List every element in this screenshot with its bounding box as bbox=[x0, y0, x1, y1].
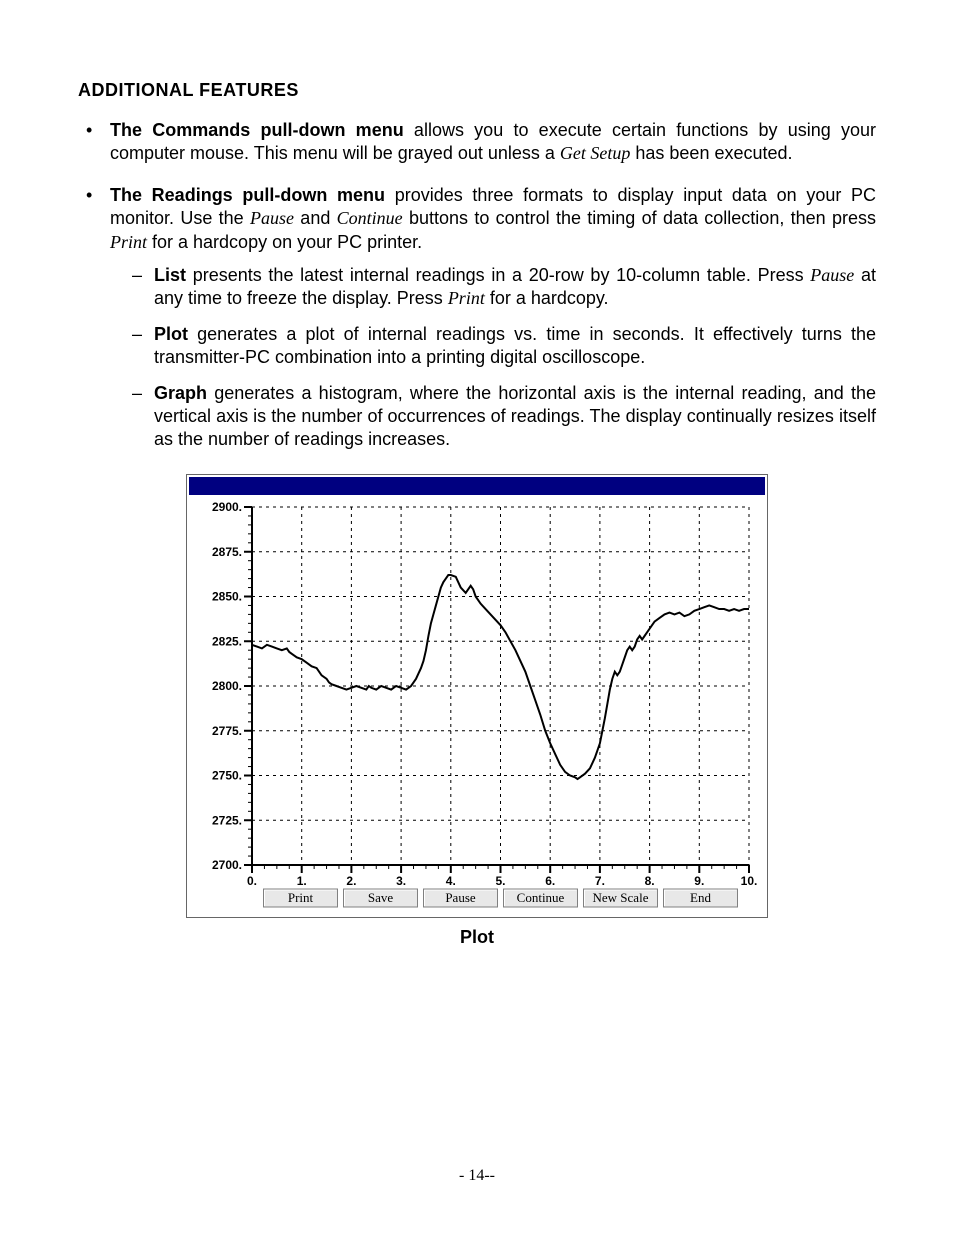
section-heading: ADDITIONAL FEATURES bbox=[78, 80, 876, 101]
svg-text:5.: 5. bbox=[495, 874, 505, 888]
save-button[interactable]: Save bbox=[344, 889, 418, 907]
svg-text:2750.: 2750. bbox=[212, 768, 242, 782]
new-scale-button[interactable]: New Scale bbox=[584, 889, 658, 907]
svg-text:2875.: 2875. bbox=[212, 544, 242, 558]
text: and bbox=[294, 208, 337, 228]
svg-text:New Scale: New Scale bbox=[593, 890, 649, 905]
continue-button[interactable]: Continue bbox=[504, 889, 578, 907]
italic-term: Get Setup bbox=[560, 143, 630, 163]
italic-term: Continue bbox=[337, 208, 403, 228]
sub-item-list: List presents the latest internal readin… bbox=[132, 264, 876, 311]
svg-text:Save: Save bbox=[368, 890, 394, 905]
text: has been executed. bbox=[630, 143, 792, 163]
svg-text:2800.: 2800. bbox=[212, 679, 242, 693]
svg-text:2900.: 2900. bbox=[212, 500, 242, 514]
italic-term: Pause bbox=[250, 208, 294, 228]
text: generates a plot of internal readings vs… bbox=[154, 324, 876, 367]
end-button[interactable]: End bbox=[664, 889, 738, 907]
svg-text:1.: 1. bbox=[297, 874, 307, 888]
plot-window: 2700. 2725. 2750. 2775. 2800. 2825. 2850. 2875.… bbox=[186, 474, 768, 918]
italic-term: Print bbox=[448, 288, 485, 308]
figure-caption: Plot bbox=[78, 927, 876, 948]
text: buttons to control the timing of data co… bbox=[403, 208, 876, 228]
svg-text:2700.: 2700. bbox=[212, 858, 242, 872]
page-number: - 14-- bbox=[0, 1167, 954, 1185]
svg-text:2825.: 2825. bbox=[212, 634, 242, 648]
svg-text:8.: 8. bbox=[645, 874, 655, 888]
svg-text:9.: 9. bbox=[694, 874, 704, 888]
svg-text:2775.: 2775. bbox=[212, 723, 242, 737]
text: for a hardcopy. bbox=[485, 288, 609, 308]
sub-lead: Plot bbox=[154, 324, 188, 344]
feature-lead: The Readings pull-down menu bbox=[110, 185, 385, 205]
sub-item-graph: Graph generates a histogram, where the h… bbox=[132, 382, 876, 452]
svg-text:0.: 0. bbox=[247, 874, 257, 888]
feature-lead: The Commands pull-down menu bbox=[110, 120, 404, 140]
titlebar bbox=[189, 477, 765, 495]
sub-item-plot: Plot generates a plot of internal readin… bbox=[132, 323, 876, 370]
print-button[interactable]: Print bbox=[264, 889, 338, 907]
svg-text:2725.: 2725. bbox=[212, 813, 242, 827]
sub-lead: Graph bbox=[154, 383, 207, 403]
sub-lead: List bbox=[154, 265, 186, 285]
svg-text:10.: 10. bbox=[741, 874, 758, 888]
plot-figure: 2700. 2725. 2750. 2775. 2800. 2825. 2850. 2875.… bbox=[78, 474, 876, 948]
svg-text:2850.: 2850. bbox=[212, 589, 242, 603]
pause-button[interactable]: Pause bbox=[424, 889, 498, 907]
feature-item-readings: The Readings pull-down menu provides thr… bbox=[78, 184, 876, 452]
text: for a hardcopy on your PC printer. bbox=[147, 232, 422, 252]
svg-text:End: End bbox=[690, 890, 711, 905]
svg-text:2.: 2. bbox=[346, 874, 356, 888]
italic-term: Pause bbox=[810, 265, 854, 285]
svg-text:Continue: Continue bbox=[517, 890, 565, 905]
text: generates a histogram, where the horizon… bbox=[154, 383, 876, 450]
italic-term: Print bbox=[110, 232, 147, 252]
feature-item-commands: The Commands pull-down menu allows you t… bbox=[78, 119, 876, 166]
text: presents the latest internal readings in… bbox=[186, 265, 810, 285]
readings-sublist: List presents the latest internal readin… bbox=[132, 264, 876, 452]
svg-text:Pause: Pause bbox=[445, 890, 476, 905]
feature-list: The Commands pull-down menu allows you t… bbox=[78, 119, 876, 452]
svg-text:3.: 3. bbox=[396, 874, 406, 888]
svg-text:7.: 7. bbox=[595, 874, 605, 888]
svg-text:6.: 6. bbox=[545, 874, 555, 888]
svg-text:4.: 4. bbox=[446, 874, 456, 888]
svg-text:Print: Print bbox=[288, 890, 314, 905]
